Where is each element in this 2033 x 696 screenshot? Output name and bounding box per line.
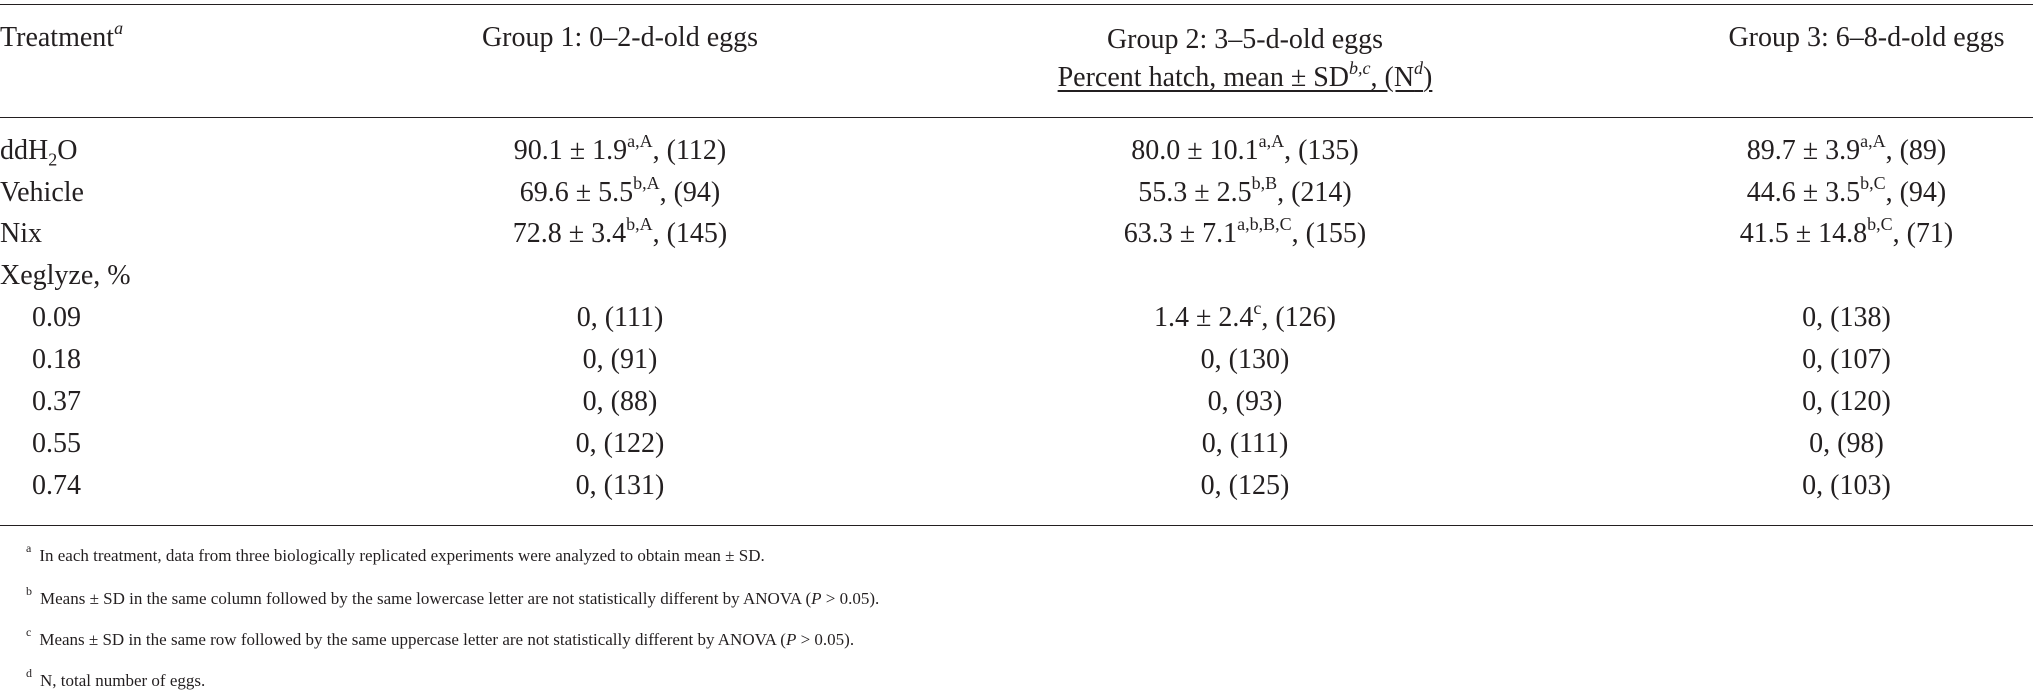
table-cell: 0, (91) — [582, 344, 658, 375]
table-top-rule — [0, 4, 2033, 5]
header-treatment: Treatmenta — [0, 17, 124, 53]
table-header-rule — [0, 117, 2033, 118]
table-cell: 80.0 ± 10.1a,A, (135) — [1131, 130, 1359, 166]
table-cell: 89.7 ± 3.9a,A, (89) — [1746, 130, 1947, 166]
table-cell: 69.6 ± 5.5b,A, (94) — [519, 172, 721, 208]
table-cell: 72.8 ± 3.4b,A, (145) — [512, 213, 728, 249]
table-cell: 0, (138) — [1802, 302, 1891, 333]
table-cell: 90.1 ± 1.9a,A, (112) — [513, 130, 727, 166]
header-group2: Group 2: 3–5-d-old eggs — [1106, 24, 1384, 55]
footnote-b: b Means ± SD in the same column followed … — [26, 584, 880, 608]
table-cell: 44.6 ± 3.5b,C, (94) — [1746, 172, 1947, 208]
table-cell: 1.4 ± 2.4c, (126) — [1153, 297, 1337, 333]
header-group1: Group 1: 0–2-d-old eggs — [481, 22, 759, 53]
table-cell: 0, (88) — [582, 386, 658, 417]
row-label-xeglyze: Xeglyze, % — [0, 260, 131, 291]
row-label-dose: 0.18 — [32, 344, 81, 375]
table-cell: 0, (93) — [1207, 386, 1283, 417]
table-cell: 0, (122) — [575, 428, 665, 459]
header-percent-hatch: Percent hatch, mean ± SDb,c, (Nd) — [1057, 57, 1433, 93]
footnote-c: c Means ± SD in the same row followed by … — [26, 625, 855, 649]
table-bottom-rule — [0, 525, 2033, 526]
row-label-dose: 0.37 — [32, 386, 81, 417]
table-cell: 41.5 ± 14.8b,C, (71) — [1739, 213, 1954, 249]
table-cell: 55.3 ± 2.5b,B, (214) — [1138, 172, 1352, 208]
table-cell: 0, (125) — [1200, 470, 1290, 501]
row-label-nix: Nix — [0, 218, 42, 249]
footnote-d: d N, total number of eggs. — [26, 666, 206, 690]
row-label-dose: 0.09 — [32, 302, 81, 333]
header-group3: Group 3: 6–8-d-old eggs — [1728, 22, 2005, 53]
row-label-ddh2o: ddH2O — [0, 135, 78, 170]
row-label-vehicle: Vehicle — [0, 177, 84, 208]
footnote-a: a In each treatment, data from three biol… — [26, 541, 765, 565]
row-label-dose: 0.55 — [32, 428, 81, 459]
table-cell: 0, (107) — [1802, 344, 1891, 375]
table-cell: 0, (130) — [1200, 344, 1290, 375]
table-cell: 0, (111) — [576, 302, 664, 333]
table-cell: 63.3 ± 7.1a,b,B,C, (155) — [1123, 213, 1367, 249]
table-cell: 0, (103) — [1802, 470, 1891, 501]
table-cell: 0, (98) — [1809, 428, 1884, 459]
table-cell: 0, (111) — [1201, 428, 1289, 459]
table-cell: 0, (131) — [575, 470, 665, 501]
row-label-dose: 0.74 — [32, 470, 81, 501]
table-cell: 0, (120) — [1802, 386, 1891, 417]
